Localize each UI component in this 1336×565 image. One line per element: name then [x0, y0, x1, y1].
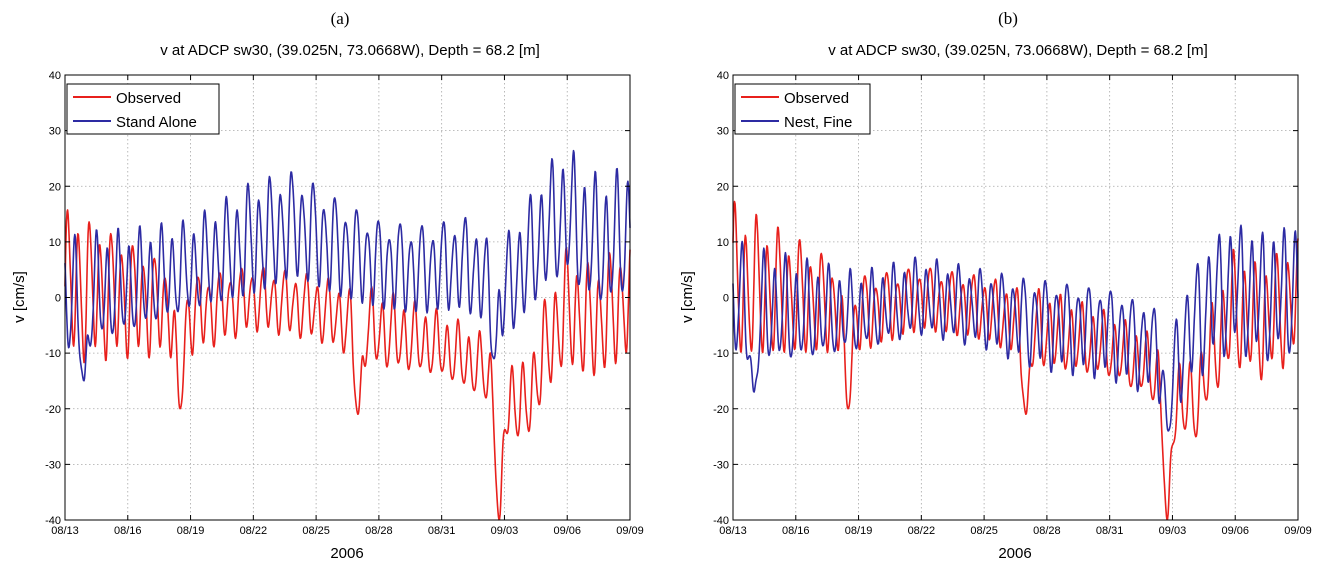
y-tick-label: 40 — [49, 70, 61, 82]
x-axis-label: 2006 — [330, 545, 363, 562]
legend-label-observed: Observed — [784, 90, 849, 107]
x-tick-label: 09/09 — [1284, 525, 1312, 537]
y-tick-label: -20 — [45, 404, 61, 416]
x-tick-label: 08/31 — [1096, 525, 1124, 537]
x-tick-label: 08/16 — [782, 525, 810, 537]
x-tick-label: 08/31 — [428, 525, 456, 537]
y-tick-label: 0 — [55, 293, 61, 305]
y-tick-label: 30 — [49, 126, 61, 138]
chart-title: v at ADCP sw30, (39.025N, 73.0668W), Dep… — [828, 42, 1208, 59]
legend-box — [66, 83, 220, 135]
grid — [65, 75, 630, 520]
plot-lines — [64, 149, 631, 521]
chart-svg: (a) v at ADCP sw30, (39.025N, 73.0668W),… — [11, 9, 644, 562]
x-tick-label: 08/22 — [240, 525, 268, 537]
legend: Observed Stand Alone — [66, 83, 220, 135]
y-tick-label: -10 — [45, 348, 61, 360]
panel-label: (a) — [331, 9, 350, 28]
x-tick-label: 08/19 — [845, 525, 873, 537]
chart-panel-b: (b) v at ADCP sw30, (39.025N, 73.0668W),… — [668, 0, 1336, 565]
x-tick-label: 09/09 — [616, 525, 644, 537]
y-tick-label: 40 — [717, 70, 729, 82]
legend-label-stand-alone: Stand Alone — [116, 114, 197, 131]
x-tick-label: 08/22 — [908, 525, 936, 537]
legend-label-observed: Observed — [116, 90, 181, 107]
x-tick-label: 08/16 — [114, 525, 142, 537]
x-tick-label: 08/25 — [302, 525, 330, 537]
panel-label: (b) — [998, 9, 1018, 28]
series-line-nest-fine — [732, 224, 1299, 432]
axis-ticks: -40 -30 -20 -10 0 10 20 30 40 08/13 08/16 08/19 08/2… — [45, 70, 644, 537]
chart-title: v at ADCP sw30, (39.025N, 73.0668W), Dep… — [160, 42, 540, 59]
plot-lines — [732, 200, 1299, 521]
y-tick-label: -20 — [713, 404, 729, 416]
y-tick-label: -40 — [713, 515, 729, 527]
x-tick-label: 09/06 — [553, 525, 581, 537]
x-tick-label: 09/03 — [491, 525, 519, 537]
series-line-stand-alone — [64, 149, 631, 382]
y-axis-label: v [cm/s] — [679, 271, 696, 323]
legend-box — [734, 83, 871, 135]
chart-panel-a: (a) v at ADCP sw30, (39.025N, 73.0668W),… — [11, 9, 644, 562]
series-line-observed — [64, 209, 631, 521]
x-tick-label: 08/25 — [970, 525, 998, 537]
x-tick-label: 08/28 — [1033, 525, 1061, 537]
chart-svg: (b) v at ADCP sw30, (39.025N, 73.0668W),… — [679, 9, 1312, 562]
y-tick-label: 20 — [717, 181, 729, 193]
y-tick-label: 10 — [717, 237, 729, 249]
y-tick-label: -10 — [713, 348, 729, 360]
y-tick-label: -40 — [45, 515, 61, 527]
x-tick-label: 08/13 — [719, 525, 747, 537]
y-tick-label: 0 — [723, 293, 729, 305]
x-tick-label: 08/28 — [365, 525, 393, 537]
y-tick-label: 30 — [717, 126, 729, 138]
y-tick-label: 10 — [49, 237, 61, 249]
x-tick-label: 08/13 — [51, 525, 79, 537]
y-tick-label: 20 — [49, 181, 61, 193]
axis-ticks: -40 -30 -20 -10 0 10 20 30 40 08/13 08/16 08/19 08/2… — [713, 70, 1312, 537]
legend: Observed Nest, Fine — [734, 83, 871, 135]
legend-label-nest-fine: Nest, Fine — [784, 114, 852, 131]
series-line-observed — [732, 200, 1299, 521]
y-axis-label: v [cm/s] — [11, 271, 28, 323]
x-axis-label: 2006 — [998, 545, 1031, 562]
y-tick-label: -30 — [713, 459, 729, 471]
y-tick-label: -30 — [45, 459, 61, 471]
x-tick-label: 08/19 — [177, 525, 205, 537]
x-tick-label: 09/06 — [1221, 525, 1249, 537]
x-tick-label: 09/03 — [1159, 525, 1187, 537]
